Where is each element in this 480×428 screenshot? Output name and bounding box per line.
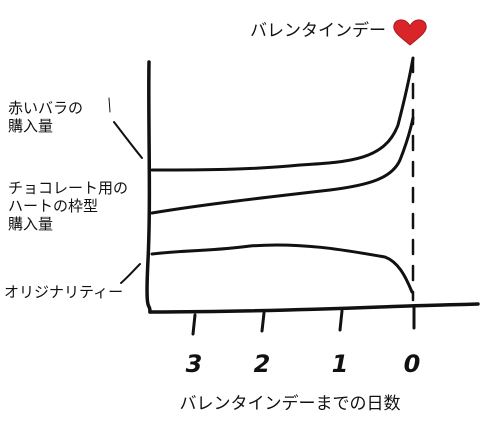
x-tick-label-1: 1	[332, 350, 349, 378]
series-label-heart-molds: チョコレート用の ハートの枠型 購入量	[8, 179, 133, 233]
series-line-heart-molds	[150, 116, 415, 215]
heart-icon	[393, 19, 427, 46]
label-tick-roses	[108, 97, 111, 113]
valentine-annotation: バレンタインデー	[250, 20, 386, 41]
label-pointer-roses	[113, 121, 143, 159]
x-tick-label-3: 3	[186, 350, 203, 378]
series-label-originality: オリジナリティー	[4, 283, 123, 301]
series-line-originality	[150, 243, 414, 294]
x-tick-label-2: 2	[254, 350, 271, 378]
series-line-roses	[150, 56, 415, 172]
x-axis-title: バレンタインデーまでの日数	[180, 393, 401, 414]
label-pointer-originality	[120, 263, 141, 284]
x-axis	[148, 302, 480, 314]
x-tick-2	[260, 311, 266, 333]
x-tick-label-0: 0	[404, 350, 421, 378]
x-tick-3	[191, 313, 197, 336]
x-tick-1	[338, 309, 344, 332]
y-axis	[145, 60, 152, 314]
series-label-roses: 赤いバラの 購入量	[8, 99, 88, 135]
